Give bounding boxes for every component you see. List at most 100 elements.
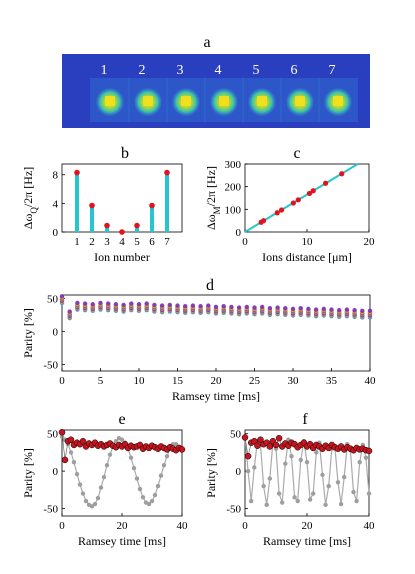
panel-d-letter: d	[206, 277, 214, 294]
f-ytick-label: 0	[236, 466, 242, 478]
ion-label: 4	[215, 63, 222, 78]
b-xtick-label: 5	[134, 236, 140, 248]
f-gray-point	[307, 497, 313, 502]
f-gray-point	[289, 453, 294, 459]
d-point	[367, 308, 373, 314]
d-ylabel: Parity [%]	[21, 308, 35, 358]
d-xtick-label: 5	[98, 375, 104, 387]
f-red-point	[251, 437, 258, 445]
f-gray-point	[314, 450, 319, 455]
d-point	[360, 308, 365, 314]
e-gray-point	[113, 439, 119, 444]
e-gray-point	[164, 453, 170, 459]
d-xtick-label: 30	[288, 375, 300, 387]
d-ytick-label: -50	[43, 359, 58, 371]
d-point	[190, 303, 196, 308]
c-ytick-label: 200	[225, 182, 242, 194]
f-red-point	[244, 452, 252, 460]
d-ytick-label: 50	[47, 293, 59, 305]
e-gray-point	[158, 473, 164, 478]
f-gray-point	[304, 459, 310, 465]
e-gray-point	[155, 483, 161, 489]
d-point	[298, 306, 303, 311]
b-xlabel: Ion number	[94, 250, 150, 264]
f-gray-point	[363, 455, 369, 460]
d-point	[213, 304, 219, 310]
d-point	[59, 294, 65, 299]
panel-b-letter: b	[121, 145, 129, 162]
e-gray-point	[89, 504, 95, 509]
d-point	[244, 304, 249, 310]
b-xtick-label: 3	[104, 236, 110, 248]
f-gray-point	[283, 461, 288, 466]
c-xtick-label: 0	[242, 236, 248, 248]
b-xtick-label: 1	[74, 236, 80, 248]
d-ytick-label: 0	[53, 326, 59, 338]
d-point	[313, 307, 319, 312]
f-gray-point	[292, 495, 297, 500]
e-gray-point	[101, 474, 107, 480]
e-gray-point	[173, 442, 179, 447]
e-gray-point	[134, 476, 140, 481]
e-xtick-label: 0	[59, 520, 65, 532]
d-xtick-label: 25	[249, 375, 261, 387]
f-gray-point	[338, 501, 344, 507]
ion-label: 7	[329, 63, 336, 78]
d-xtick-label: 10	[134, 375, 146, 387]
d-point	[106, 301, 111, 306]
e-gray-point	[149, 498, 155, 504]
e-ytick-label: 50	[47, 429, 59, 441]
d-point	[329, 307, 334, 312]
ion-core	[257, 96, 267, 106]
e-gray-point	[137, 486, 143, 492]
f-gray-point	[249, 498, 254, 504]
e-xtick-label: 20	[117, 520, 129, 532]
c-point	[339, 171, 345, 177]
f-red-point	[257, 436, 264, 443]
e-gray-point	[68, 450, 74, 455]
f-gray-point	[351, 489, 356, 495]
d-point	[167, 302, 172, 308]
ion-label: 3	[177, 63, 184, 78]
d-point	[352, 308, 357, 313]
ion-label: 2	[139, 63, 146, 78]
d-point	[306, 306, 311, 312]
d-point	[175, 303, 180, 308]
f-gray-point	[298, 457, 303, 463]
f-gray-point	[276, 491, 282, 496]
e-gray-point	[95, 495, 101, 501]
d-xtick-label: 0	[59, 375, 65, 387]
b-point	[89, 202, 95, 209]
b-point	[74, 169, 80, 176]
e-gray-point	[131, 465, 137, 471]
c-ytick-label: 100	[225, 204, 242, 216]
e-gray-point	[71, 459, 77, 465]
c-xtick-label: 10	[302, 236, 314, 248]
e-gray-point	[107, 452, 113, 457]
b-point	[104, 222, 110, 229]
f-gray-point	[366, 491, 372, 496]
c-point	[310, 188, 316, 194]
d-point	[144, 301, 149, 306]
f-red-point	[254, 442, 261, 449]
f-red-point	[272, 441, 280, 449]
e-gray-point	[59, 434, 65, 439]
b-ytick-label: 8	[53, 170, 59, 182]
f-red-point	[241, 434, 249, 441]
f-ytick-label: 50	[230, 429, 242, 441]
f-xtick-label: 20	[302, 520, 314, 532]
f-gray-point	[295, 498, 300, 504]
b-ytick-label: 4	[53, 198, 59, 210]
f-gray-point	[354, 498, 359, 504]
e-gray-point	[98, 485, 104, 490]
d-point	[337, 308, 342, 313]
d-point	[290, 306, 296, 312]
e-gray-point	[77, 482, 83, 487]
e-ylabel: Parity [%]	[21, 448, 35, 498]
f-gray-point	[357, 459, 362, 465]
d-point	[260, 304, 265, 310]
